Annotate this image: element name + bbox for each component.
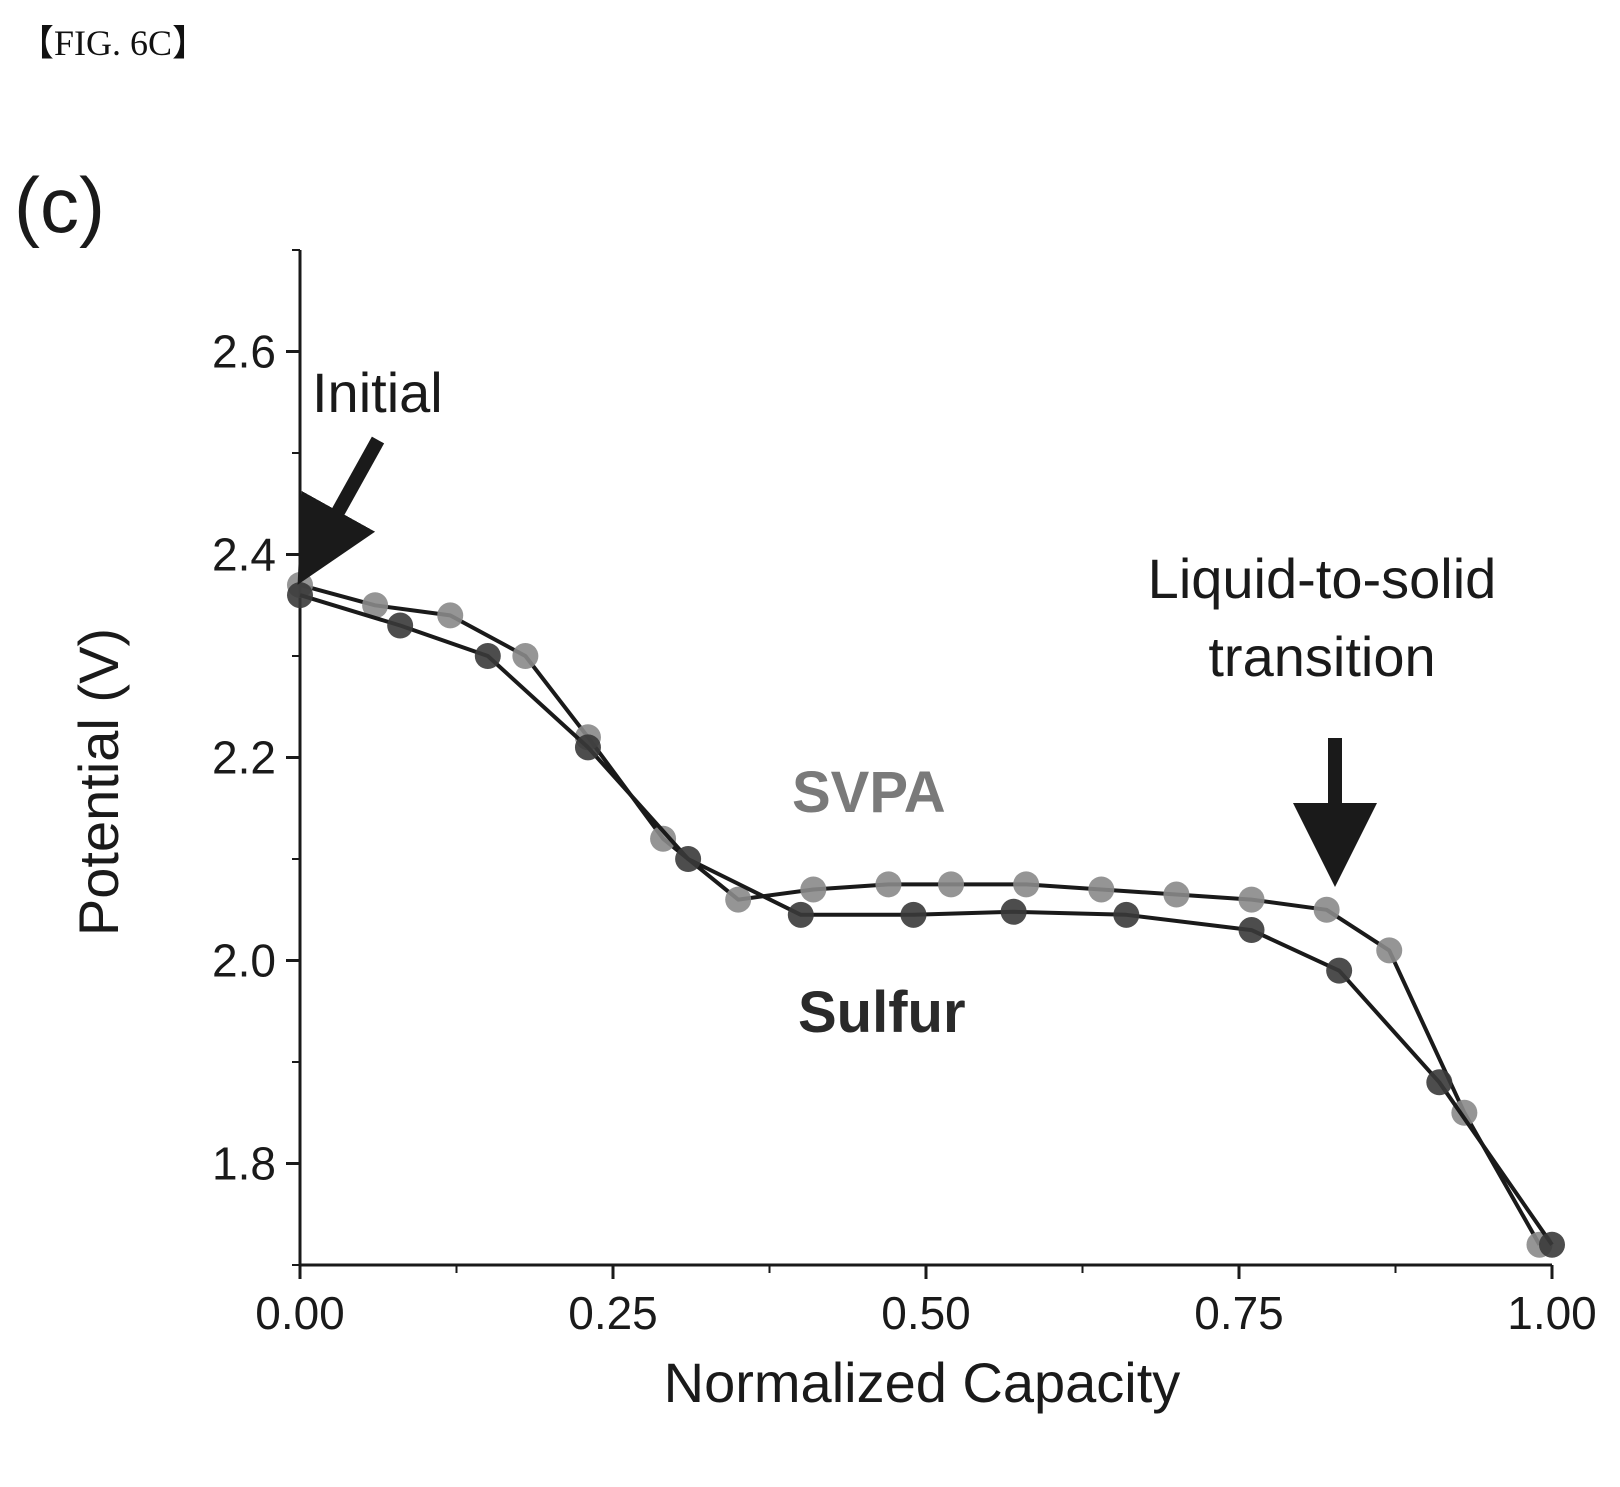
- x-tick-label: 0.25: [568, 1287, 658, 1339]
- figure-label: 【FIG. 6C】: [18, 23, 209, 63]
- data-point: [1376, 937, 1403, 964]
- data-point: [1326, 957, 1353, 984]
- ticks: 1.8 2.0 2.2 2.4 2.6 0.00 0.25 0.50 0.75 1.00: [212, 249, 1597, 1339]
- y-tick-label: 2.0: [212, 935, 276, 987]
- series-sulfur: [287, 582, 1565, 1258]
- x-tick-label: 0.00: [255, 1287, 345, 1339]
- data-point: [938, 871, 965, 898]
- x-tick-label: 0.75: [1194, 1287, 1284, 1339]
- initial-arrow: [297, 436, 385, 585]
- x-tick-label: 0.50: [881, 1287, 971, 1339]
- x-tick-label: 1.00: [1507, 1287, 1597, 1339]
- data-point: [287, 582, 313, 609]
- data-point: [800, 876, 827, 903]
- data-point: [725, 886, 752, 913]
- data-point: [875, 871, 902, 898]
- y-tick-label: 1.8: [212, 1138, 276, 1190]
- data-point: [1088, 876, 1115, 903]
- data-point: [787, 901, 814, 928]
- initial-annotation: Initial: [312, 361, 443, 424]
- transition-annotation-line1: Liquid-to-solid: [1148, 547, 1497, 610]
- sulfur-series-label: Sulfur: [798, 980, 966, 1045]
- x-axis-title: Normalized Capacity: [664, 1351, 1181, 1414]
- data-point: [362, 592, 389, 619]
- data-point: [1313, 896, 1340, 923]
- y-tick-label: 2.2: [212, 732, 276, 784]
- series-line: [299, 593, 1554, 1246]
- data-point: [650, 825, 677, 852]
- transition-annotation-line2: transition: [1208, 625, 1435, 688]
- svpa-series-label: SVPA: [792, 760, 946, 825]
- data-point: [900, 901, 927, 928]
- data-point: [1013, 871, 1040, 898]
- panel-label: (c): [14, 161, 105, 249]
- y-axis-title: Potential (V): [67, 628, 130, 936]
- series-layer: [287, 571, 1565, 1258]
- data-point: [1113, 901, 1140, 928]
- data-point: [1426, 1069, 1453, 1096]
- data-point: [574, 734, 601, 761]
- data-point: [1539, 1231, 1565, 1258]
- axes: [298, 250, 1552, 1267]
- data-point: [1000, 898, 1027, 925]
- data-point: [1163, 881, 1190, 908]
- data-point: [387, 612, 414, 639]
- data-point: [474, 643, 501, 669]
- data-point: [437, 602, 464, 629]
- data-point: [1238, 917, 1265, 944]
- series-svpa: [287, 571, 1553, 1258]
- y-tick-label: 2.6: [212, 326, 276, 378]
- data-point: [1238, 886, 1265, 913]
- data-point: [675, 846, 702, 872]
- data-point: [512, 643, 539, 669]
- y-tick-label: 2.4: [212, 529, 276, 581]
